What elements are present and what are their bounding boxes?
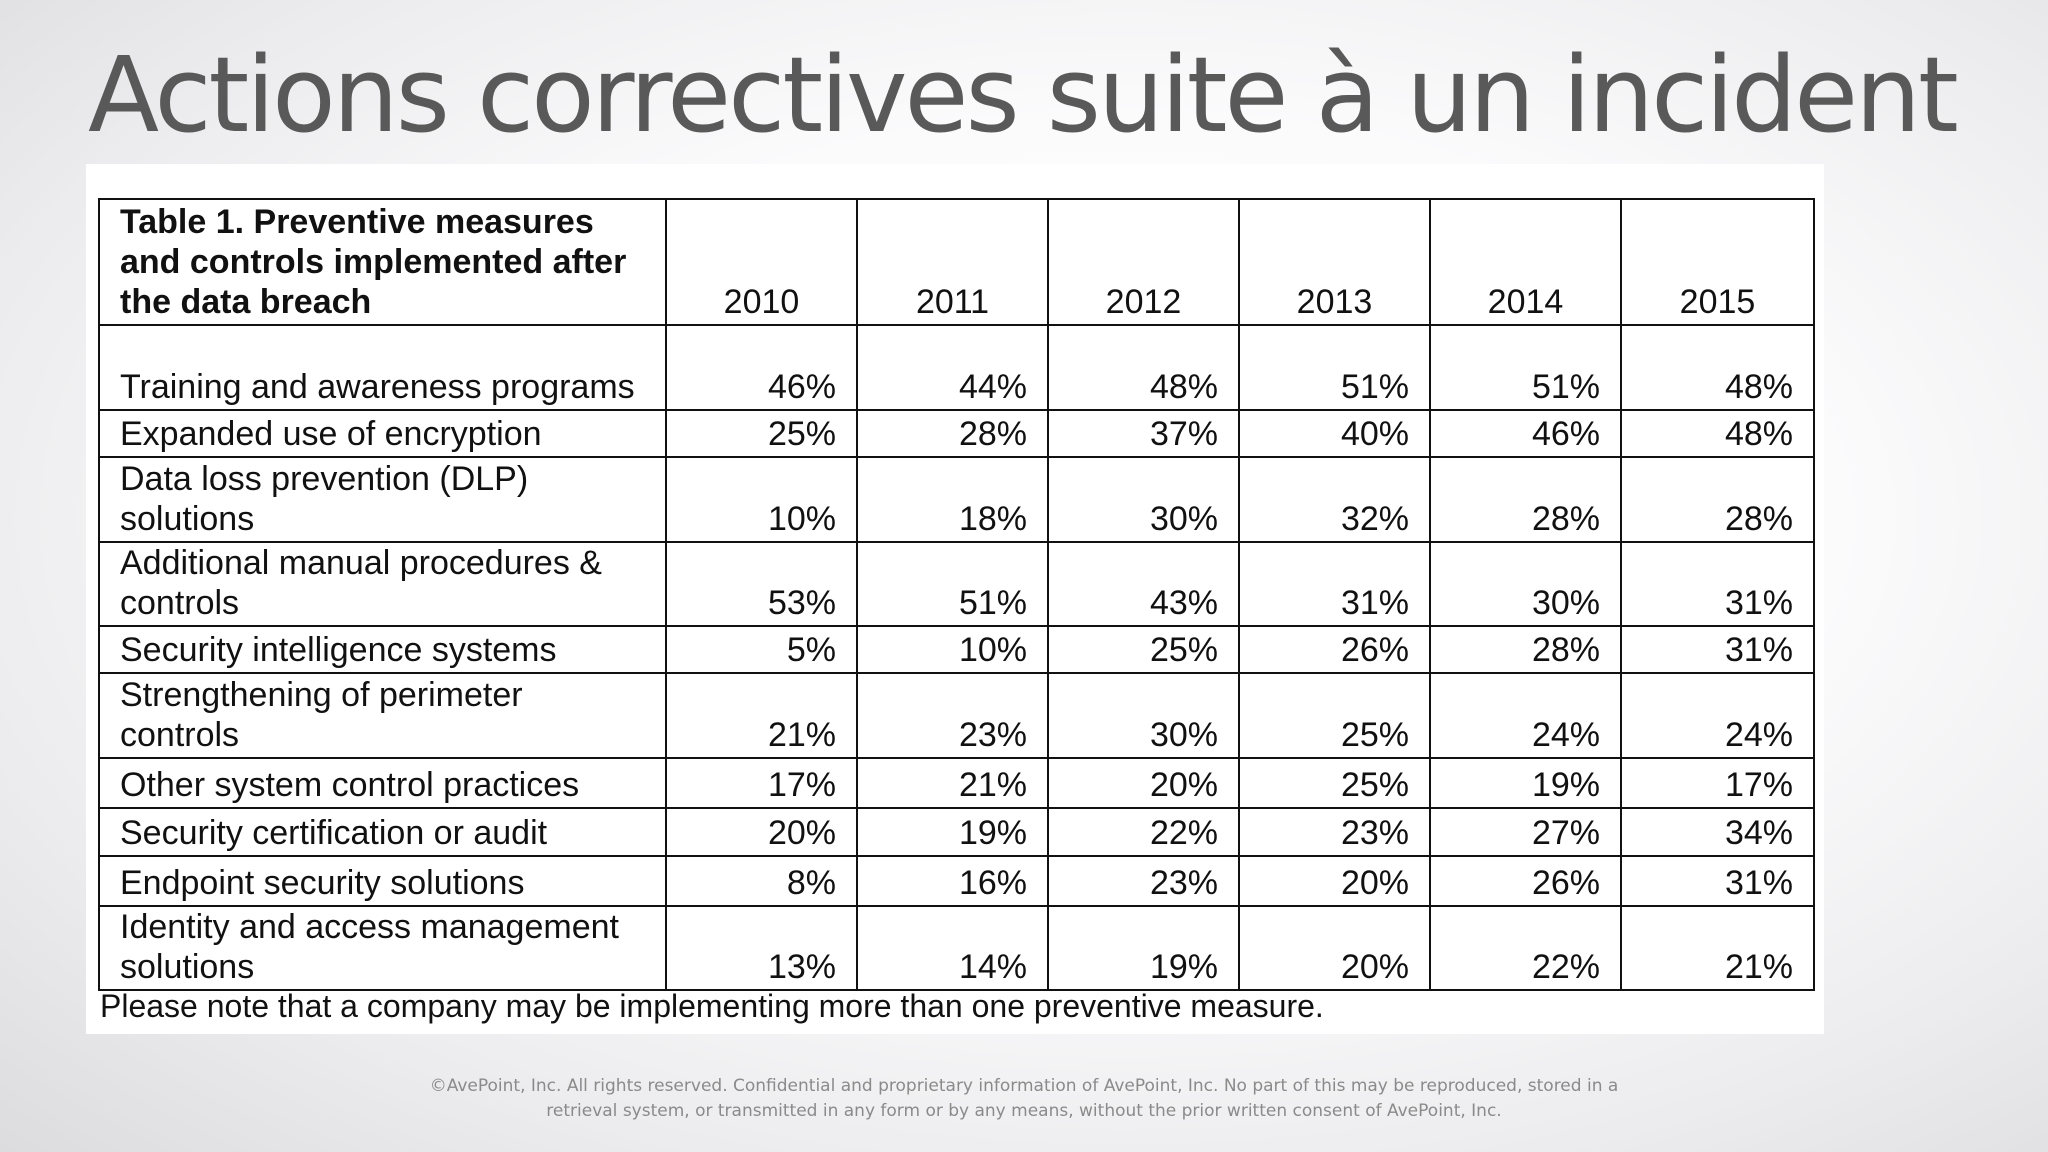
cell-value: 51%	[856, 541, 1049, 627]
cell-value: 31%	[1620, 625, 1815, 674]
cell-value: 31%	[1620, 541, 1815, 627]
cell-value: 14%	[856, 905, 1049, 991]
table-row: Identity and access management solutions…	[98, 905, 1815, 991]
table-row: Other system control practices 17% 21% 2…	[98, 757, 1815, 809]
row-label: Data loss prevention (DLP) solutions	[98, 456, 667, 543]
cell-value: 40%	[1238, 409, 1431, 458]
table-row: Strengthening of perimeter controls 21% …	[98, 672, 1815, 759]
row-label: Additional manual procedures & controls	[98, 541, 667, 627]
cell-value: 24%	[1429, 672, 1622, 759]
cell-value: 26%	[1429, 855, 1622, 907]
cell-value: 31%	[1238, 541, 1431, 627]
cell-value: 25%	[1047, 625, 1240, 674]
cell-value: 44%	[856, 324, 1049, 411]
cell-value: 19%	[1429, 757, 1622, 809]
cell-value: 46%	[665, 324, 858, 411]
row-label: Identity and access management solutions	[98, 905, 667, 991]
cell-value: 53%	[665, 541, 858, 627]
cell-value: 22%	[1429, 905, 1622, 991]
cell-value: 10%	[856, 625, 1049, 674]
cell-value: 51%	[1238, 324, 1431, 411]
cell-value: 21%	[1620, 905, 1815, 991]
year-header: 2014	[1429, 198, 1622, 326]
cell-value: 21%	[665, 672, 858, 759]
row-label: Security certification or audit	[98, 807, 667, 857]
cell-value: 48%	[1047, 324, 1240, 411]
cell-value: 24%	[1620, 672, 1815, 759]
cell-value: 32%	[1238, 456, 1431, 543]
year-header: 2012	[1047, 198, 1240, 326]
cell-value: 16%	[856, 855, 1049, 907]
table-row: Data loss prevention (DLP) solutions 10%…	[98, 456, 1815, 543]
cell-value: 27%	[1429, 807, 1622, 857]
cell-value: 19%	[1047, 905, 1240, 991]
cell-value: 5%	[665, 625, 858, 674]
cell-value: 30%	[1047, 672, 1240, 759]
preventive-measures-table: Table 1. Preventive measures and control…	[98, 198, 1815, 991]
table-footnote: Please note that a company may be implem…	[100, 988, 1324, 1024]
cell-value: 37%	[1047, 409, 1240, 458]
cell-value: 22%	[1047, 807, 1240, 857]
cell-value: 28%	[1429, 625, 1622, 674]
year-header: 2011	[856, 198, 1049, 326]
cell-value: 23%	[1047, 855, 1240, 907]
row-label: Security intelligence systems	[98, 625, 667, 674]
cell-value: 21%	[856, 757, 1049, 809]
cell-value: 48%	[1620, 324, 1815, 411]
table-row: Endpoint security solutions 8% 16% 23% 2…	[98, 855, 1815, 907]
table-row: Security intelligence systems 5% 10% 25%…	[98, 625, 1815, 674]
row-label: Training and awareness programs	[98, 324, 667, 411]
year-header: 2015	[1620, 198, 1815, 326]
slide-title: Actions correctives suite à un incident	[88, 34, 1959, 156]
cell-value: 28%	[1620, 456, 1815, 543]
table-header-row: Table 1. Preventive measures and control…	[98, 198, 1815, 326]
table-row: Additional manual procedures & controls …	[98, 541, 1815, 627]
table-row: Expanded use of encryption 25% 28% 37% 4…	[98, 409, 1815, 458]
table-row: Security certification or audit 20% 19% …	[98, 807, 1815, 857]
cell-value: 25%	[1238, 672, 1431, 759]
row-label: Endpoint security solutions	[98, 855, 667, 907]
cell-value: 10%	[665, 456, 858, 543]
cell-value: 18%	[856, 456, 1049, 543]
copyright-notice: ©AvePoint, Inc. All rights reserved. Con…	[429, 1076, 1619, 1121]
year-header: 2013	[1238, 198, 1431, 326]
table-image-panel: Table 1. Preventive measures and control…	[86, 164, 1824, 1034]
table-caption: Table 1. Preventive measures and control…	[98, 198, 667, 326]
cell-value: 19%	[856, 807, 1049, 857]
cell-value: 26%	[1238, 625, 1431, 674]
cell-value: 23%	[856, 672, 1049, 759]
cell-value: 34%	[1620, 807, 1815, 857]
cell-value: 20%	[1238, 855, 1431, 907]
cell-value: 20%	[665, 807, 858, 857]
cell-value: 46%	[1429, 409, 1622, 458]
year-header: 2010	[665, 198, 858, 326]
cell-value: 20%	[1047, 757, 1240, 809]
cell-value: 28%	[856, 409, 1049, 458]
cell-value: 30%	[1047, 456, 1240, 543]
cell-value: 23%	[1238, 807, 1431, 857]
cell-value: 25%	[665, 409, 858, 458]
row-label: Strengthening of perimeter controls	[98, 672, 667, 759]
cell-value: 20%	[1238, 905, 1431, 991]
cell-value: 31%	[1620, 855, 1815, 907]
cell-value: 28%	[1429, 456, 1622, 543]
row-label: Other system control practices	[98, 757, 667, 809]
cell-value: 30%	[1429, 541, 1622, 627]
cell-value: 25%	[1238, 757, 1431, 809]
cell-value: 48%	[1620, 409, 1815, 458]
row-label: Expanded use of encryption	[98, 409, 667, 458]
cell-value: 17%	[1620, 757, 1815, 809]
table-row: Training and awareness programs 46% 44% …	[98, 324, 1815, 411]
cell-value: 13%	[665, 905, 858, 991]
cell-value: 8%	[665, 855, 858, 907]
cell-value: 43%	[1047, 541, 1240, 627]
cell-value: 17%	[665, 757, 858, 809]
cell-value: 51%	[1429, 324, 1622, 411]
